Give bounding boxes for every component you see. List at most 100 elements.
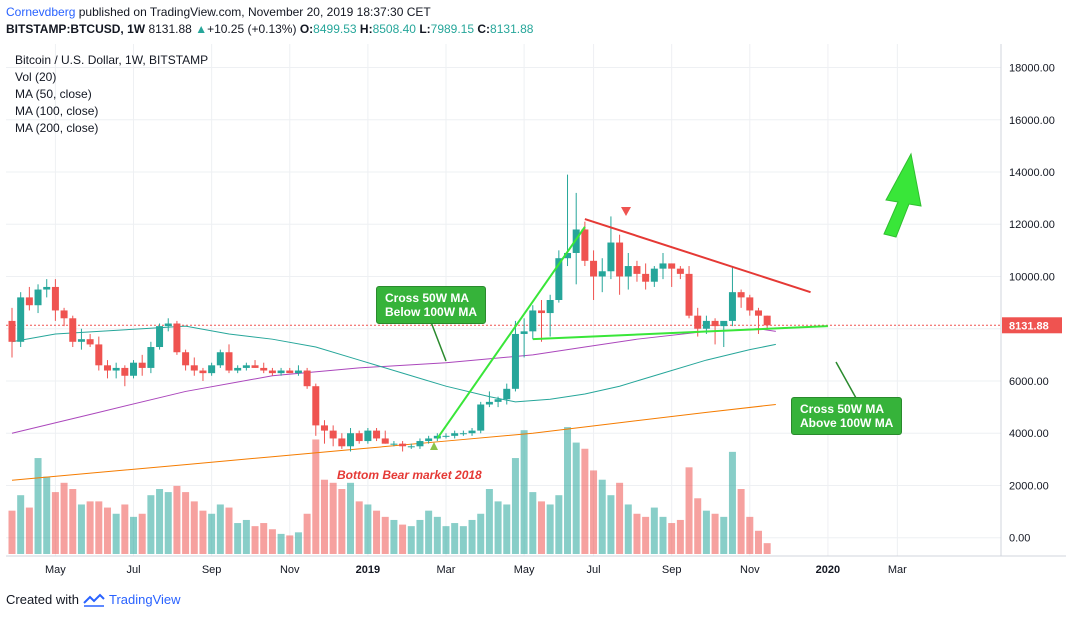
- y-tick-label: 12000.00: [1009, 219, 1055, 231]
- volume-bar: [60, 482, 68, 554]
- candle-body: [251, 365, 259, 368]
- candle-body: [616, 242, 624, 277]
- x-tick-label: Jul: [126, 564, 140, 576]
- last-price-tag-label: 8131.88: [1009, 320, 1049, 332]
- x-tick-label: Mar: [888, 564, 907, 576]
- volume-bar: [659, 516, 667, 554]
- volume-bar: [607, 495, 615, 554]
- volume-bar: [208, 513, 216, 554]
- price-chart[interactable]: 0.002000.004000.006000.008000.0010000.00…: [6, 44, 1066, 581]
- volume-bar: [355, 501, 363, 554]
- candle-body: [121, 367, 129, 376]
- candle-body: [112, 367, 120, 371]
- volume-bar: [86, 501, 94, 554]
- volume-bar: [564, 427, 572, 554]
- top-marker-icon: [621, 207, 631, 216]
- author-link[interactable]: Cornevdberg: [6, 5, 76, 19]
- volume-bar: [286, 535, 294, 554]
- volume-bar: [25, 507, 33, 554]
- volume-bar: [451, 523, 459, 554]
- up-arrow-icon: ▲: [195, 22, 208, 36]
- volume-bar: [95, 501, 103, 554]
- volume-bar: [642, 516, 650, 554]
- legend-ma200[interactable]: MA (200, close): [15, 121, 99, 135]
- candle-body: [494, 399, 502, 402]
- volume-bar: [633, 513, 641, 554]
- candle-body: [624, 266, 632, 277]
- candle-body: [485, 401, 493, 405]
- volume-bar: [598, 479, 606, 554]
- volume-bar: [399, 524, 407, 554]
- candle-body: [103, 365, 111, 371]
- candle-body: [676, 268, 684, 274]
- candle-body: [364, 430, 372, 442]
- volume-bar: [260, 523, 268, 554]
- volume-bar: [572, 442, 580, 554]
- candle-body: [199, 370, 207, 374]
- tradingview-logo-icon: [83, 593, 105, 607]
- volume-bar: [442, 526, 450, 554]
- candle-body: [95, 344, 103, 366]
- callout-pointer: [430, 321, 447, 362]
- candle-body: [459, 433, 467, 435]
- y-tick-label: 18000.00: [1009, 63, 1055, 75]
- legend-vol[interactable]: Vol (20): [15, 70, 57, 84]
- candle-body: [390, 443, 398, 445]
- candle-body: [520, 331, 528, 334]
- candle-body: [668, 263, 676, 269]
- y-tick-label: 10000.00: [1009, 271, 1055, 283]
- volume-bar: [338, 489, 346, 554]
- bottom-bear-market-label: Bottom Bear market 2018: [337, 468, 482, 482]
- candle-body: [763, 315, 771, 326]
- volume-bar: [529, 492, 537, 554]
- created-with-text: Created with: [6, 592, 79, 607]
- candle-body: [355, 433, 363, 442]
- volume-bar: [537, 501, 545, 554]
- candle-body: [216, 352, 224, 366]
- candle-body: [702, 320, 710, 329]
- candle-body: [60, 310, 68, 319]
- volume-bar: [711, 513, 719, 554]
- volume-bar: [294, 532, 302, 554]
- callout-pointer: [835, 361, 857, 399]
- candle-body: [17, 297, 25, 342]
- volume-bar: [43, 476, 51, 554]
- publish-line: Cornevdberg published on TradingView.com…: [6, 4, 533, 21]
- candle-body: [156, 326, 164, 348]
- candle-body: [43, 286, 51, 290]
- volume-bar: [676, 519, 684, 554]
- candle-body: [286, 370, 294, 374]
- published-text: published on TradingView.com, November 2…: [78, 5, 431, 19]
- legend-ma100[interactable]: MA (100, close): [15, 104, 99, 118]
- candle-body: [277, 370, 285, 374]
- candle-body: [407, 446, 415, 448]
- volume-bar: [156, 489, 164, 554]
- candle-body: [69, 318, 77, 342]
- volume-bar: [425, 510, 433, 554]
- legend-ma50[interactable]: MA (50, close): [15, 87, 92, 101]
- volume-bar: [112, 513, 120, 554]
- volume-bar: [268, 529, 276, 554]
- low-label: L:: [419, 22, 431, 36]
- volume-bar: [216, 504, 224, 554]
- tradingview-brand[interactable]: TradingView: [108, 592, 181, 607]
- volume-bar: [459, 526, 467, 554]
- ma50-line: [11, 325, 776, 403]
- candle-body: [173, 323, 181, 353]
- candle-body: [659, 263, 667, 269]
- big-green-arrow-icon: [883, 152, 922, 238]
- candle-body: [303, 370, 311, 387]
- volume-bar: [702, 510, 710, 554]
- volume-bar: [694, 498, 702, 554]
- volume-bar: [138, 513, 146, 554]
- candle-body: [564, 252, 572, 259]
- candle-body: [399, 443, 407, 447]
- volume-bar: [624, 504, 632, 554]
- volume-bar: [329, 482, 337, 554]
- candle-body: [338, 438, 346, 447]
- high-value: 8508.40: [372, 22, 416, 36]
- volume-bar: [433, 516, 441, 554]
- volume-bar: [320, 479, 328, 554]
- volume-bar: [720, 516, 728, 554]
- candle-body: [546, 300, 554, 314]
